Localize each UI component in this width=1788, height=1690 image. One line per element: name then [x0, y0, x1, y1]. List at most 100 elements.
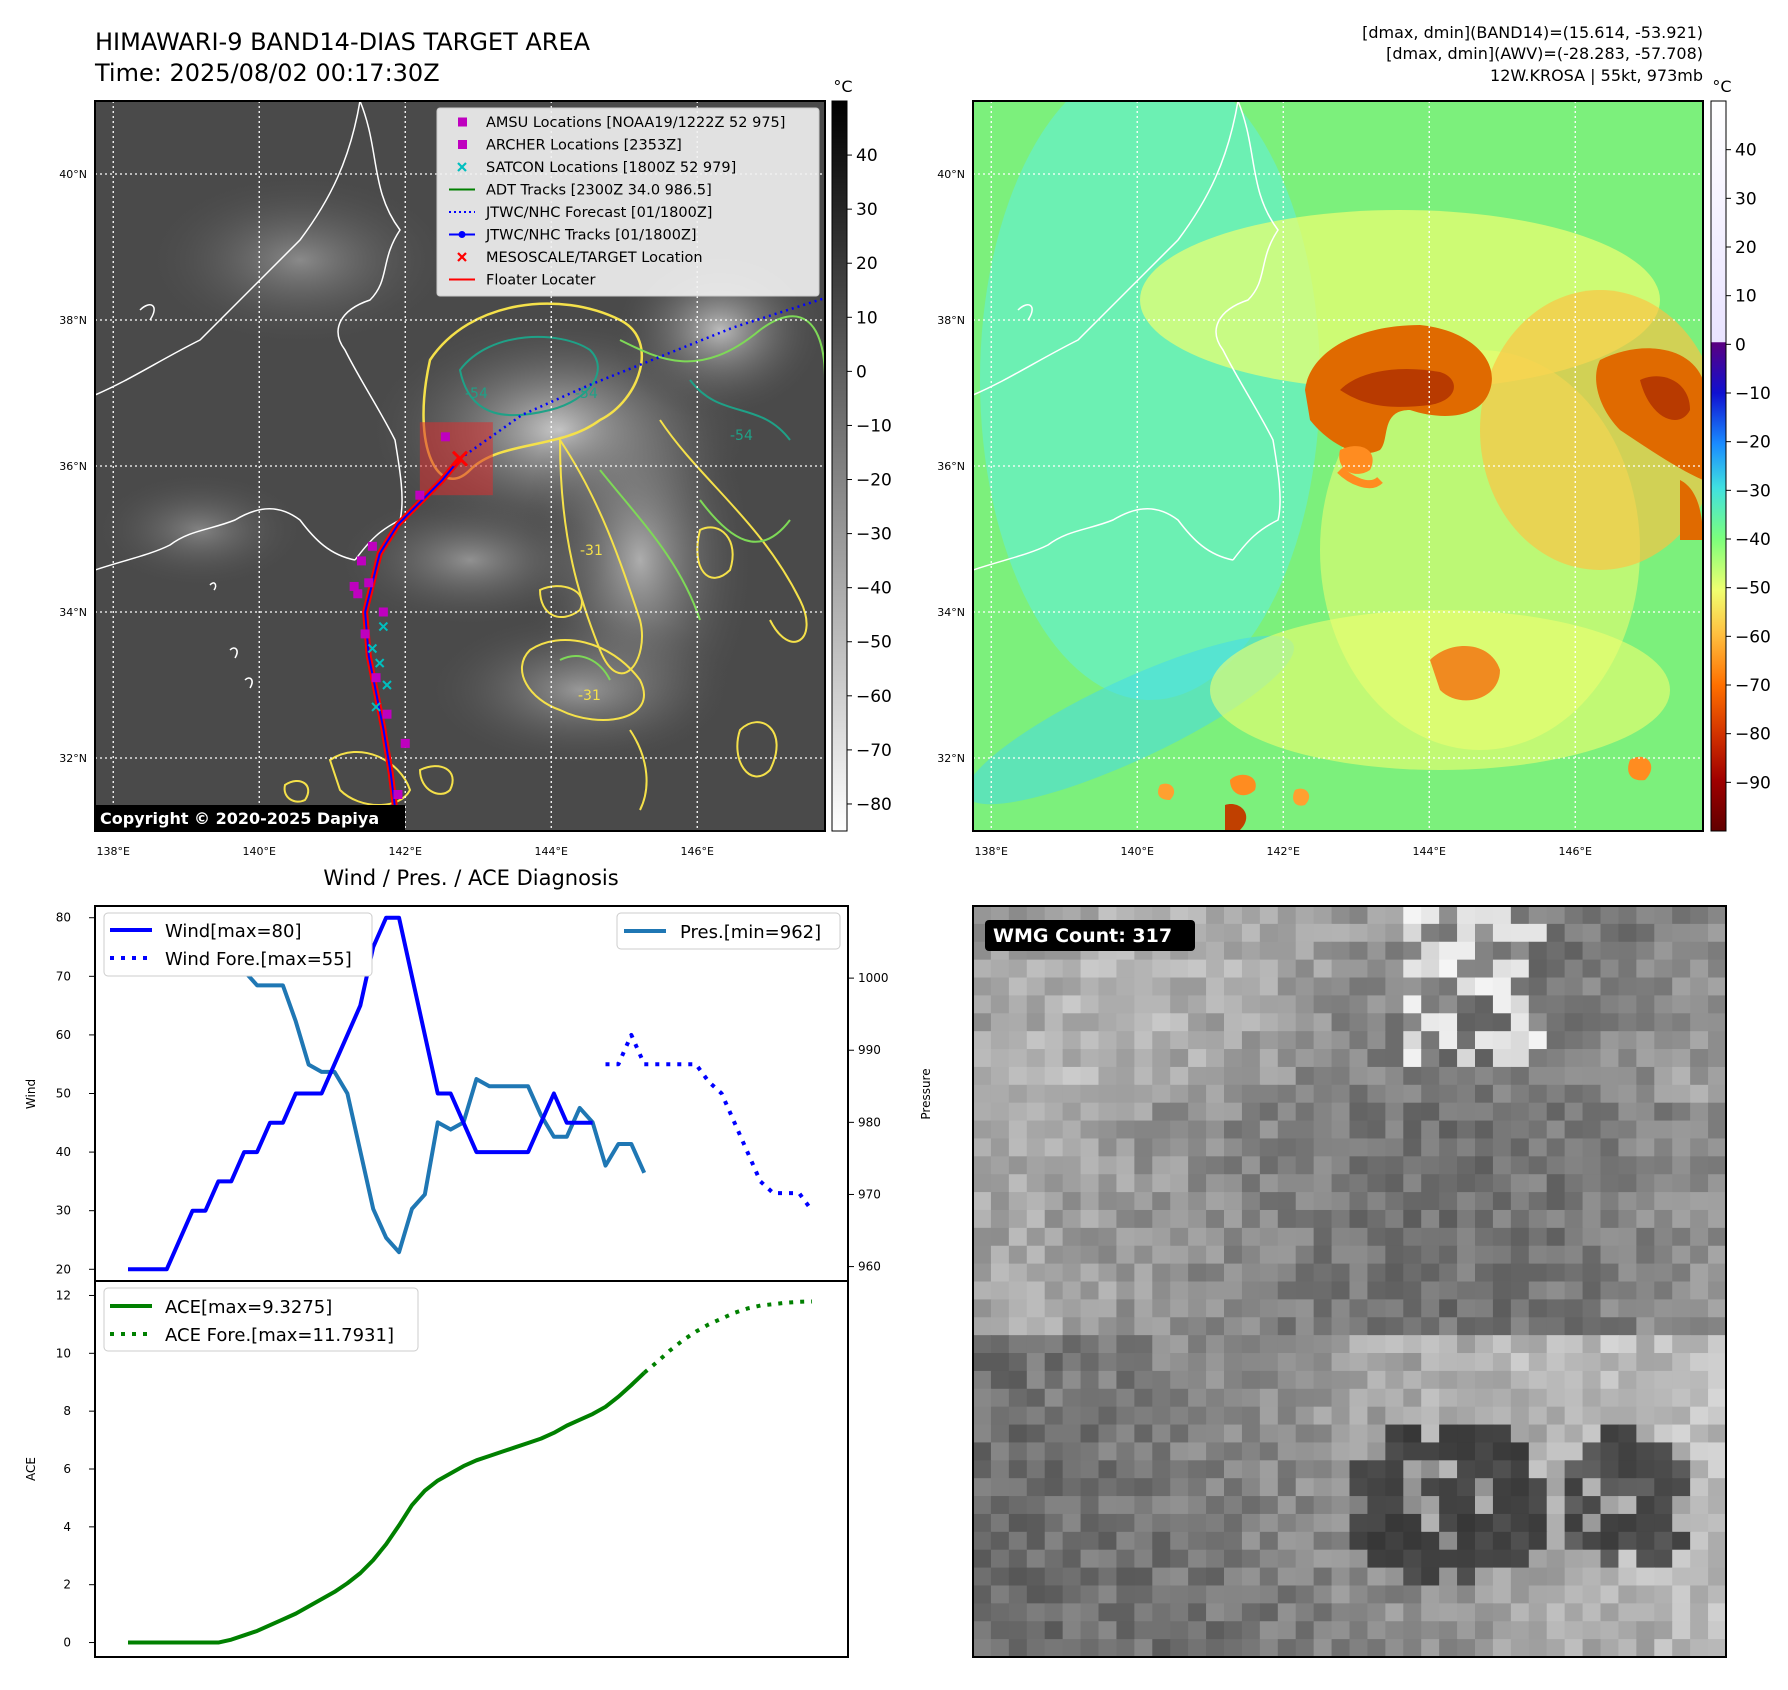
colorbar-tick-label: −40: [856, 579, 892, 599]
ace-axis-ticks: 0 2 4 6 8 10 12: [56, 1288, 95, 1650]
legend-label: SATCON Locations [1800Z 52 979]: [486, 160, 736, 176]
satcon-marker: [382, 680, 392, 690]
y-tick-label: 1000: [858, 971, 889, 985]
info-awv: [dmax, dmin](AWV)=(-28.283, -57.708): [1386, 44, 1703, 63]
legend-label: Floater Locater: [486, 273, 595, 289]
y-tick-label: 2: [63, 1578, 71, 1592]
colorbar-tick-label: 20: [1735, 238, 1757, 258]
y-tick-label: 4: [63, 1520, 71, 1534]
lat-tick-label: 40°N: [937, 168, 965, 181]
colorbar-tick-label: −50: [1735, 579, 1771, 599]
grayscale-colorbar: °C 40 30 20 10 0 −10 −20 −30 −40 −50 −60 −70 −80: [831, 77, 892, 832]
pressure-axis-label: Pressure: [919, 1068, 933, 1119]
lon-tick-label: 140°E: [1121, 845, 1154, 858]
copyright-text: Copyright © 2020-2025 Dapiya: [100, 809, 379, 828]
wind-forecast-legend-label: Wind Fore.[max=55]: [165, 949, 352, 970]
map-legend: AMSU Locations [NOAA19/1222Z 52 975] ARCH…: [436, 107, 820, 297]
lon-tick-label: 144°E: [535, 845, 568, 858]
ace-legend-box: [103, 1287, 419, 1352]
y-tick-label: 20: [56, 1262, 71, 1276]
lat-tick-label: 36°N: [937, 460, 965, 473]
colorbar-tick-label: −50: [856, 633, 892, 653]
amsu-marker: [367, 541, 377, 551]
legend-label: MESOSCALE/TARGET Location: [486, 250, 703, 266]
pressure-legend: Pres.[min=962]: [616, 912, 841, 950]
amsu-marker: [415, 490, 425, 500]
svg-text:-31: -31: [580, 543, 603, 559]
legend-box: [436, 107, 820, 297]
amsu-marker: [360, 629, 370, 639]
colorbar-tick-label: −40: [1735, 530, 1771, 550]
ace-forecast-legend-label: ACE Fore.[max=11.7931]: [165, 1325, 394, 1346]
y-tick-label: 10: [56, 1346, 71, 1360]
legend-label: JTWC/NHC Tracks [01/1800Z]: [485, 228, 697, 244]
y-tick-label: 980: [858, 1115, 881, 1129]
y-tick-label: 70: [56, 969, 71, 983]
amsu-markers: [349, 432, 450, 799]
y-tick-label: 990: [858, 1043, 881, 1057]
legend-label: AMSU Locations [NOAA19/1222Z 52 975]: [486, 115, 785, 131]
storm-center-marker: [451, 450, 469, 467]
colorbar-tick-label: 20: [856, 254, 878, 274]
svg-text:-31: -31: [578, 688, 601, 704]
lon-tick-label: 142°E: [1267, 845, 1300, 858]
colorbar-tick-label: 0: [1735, 335, 1746, 355]
awv-vapor-texture: [973, 101, 1703, 830]
y-tick-label: 60: [56, 1028, 71, 1042]
lat-tick-label: 38°N: [937, 314, 965, 327]
figure-time: Time: 2025/08/02 00:17:30Z: [94, 59, 440, 87]
awv-colorbar-bar: [1710, 100, 1727, 832]
wmg-count-label: WMG Count: 317: [993, 925, 1172, 947]
lat-tick-label: 38°N: [59, 314, 87, 327]
colorbar-tick-label: −20: [856, 471, 892, 491]
lon-tick-label: 140°E: [243, 845, 276, 858]
legend-marker: [457, 252, 467, 262]
satcon-marker: [378, 621, 389, 632]
awv-map-frame: [972, 100, 1704, 832]
wind-axis-label: Wind: [24, 1079, 38, 1109]
ace-legend-label: ACE[max=9.3275]: [165, 1297, 332, 1318]
pressure-legend-label: Pres.[min=962]: [680, 922, 821, 943]
grayscale-colorbar-bar: [831, 100, 848, 832]
amsu-marker: [349, 581, 359, 591]
amsu-marker: [364, 578, 374, 588]
y-tick-label: 960: [858, 1260, 881, 1274]
figure-title: HIMAWARI-9 BAND14-DIAS TARGET AREA: [95, 28, 591, 56]
ir-axis-labels: 40°N 38°N 36°N 34°N 32°N 138°E 140°E 142°E 144°E…: [59, 168, 714, 858]
awv-colorbar: °C 40 30 20 10 0 −10 −20 −30 −40 −50 −60 −70 −80 −90: [1710, 77, 1771, 832]
wind-axis-ticks: 20 30 40 50 60 70 80: [56, 911, 95, 1276]
lat-tick-label: 34°N: [59, 606, 87, 619]
wmg-frame: [972, 905, 1727, 1658]
grayscale-colorbar-unit: °C: [833, 77, 852, 96]
colorbar-tick-label: −10: [856, 416, 892, 436]
amsu-marker: [371, 673, 381, 683]
colorbar-tick-label: 30: [1735, 189, 1757, 209]
wmg-pixel-grid: [973, 906, 1726, 1657]
info-band14: [dmax, dmin](BAND14)=(15.614, -53.921): [1362, 23, 1703, 42]
ace-legend: ACE[max=9.3275] ACE Fore.[max=11.7931]: [103, 1287, 419, 1352]
y-tick-label: 0: [63, 1636, 71, 1650]
svg-text:-54: -54: [465, 386, 488, 402]
amsu-marker: [382, 709, 392, 719]
target-center-x: [451, 450, 469, 467]
legend-marker: [458, 140, 467, 149]
colorbar-tick-label: −60: [856, 687, 892, 707]
y-tick-label: 8: [63, 1404, 71, 1418]
lat-tick-label: 40°N: [59, 168, 87, 181]
colorbar-tick-label: −30: [1735, 481, 1771, 501]
awv-map-panel: 40°N 38°N 36°N 34°N 32°N 138°E 140°E 142°E 144°E…: [937, 100, 1704, 858]
colorbar-tick-label: −20: [1735, 433, 1771, 453]
amsu-marker: [393, 790, 403, 799]
amsu-marker: [353, 589, 363, 599]
lon-tick-label: 146°E: [1559, 845, 1592, 858]
legend-label: ADT Tracks [2300Z 34.0 986.5]: [486, 183, 712, 199]
lat-tick-label: 32°N: [59, 752, 87, 765]
wind-forecast-series-line: [605, 1032, 814, 1212]
wind-legend: Wind[max=80] Wind Fore.[max=55]: [103, 912, 373, 977]
awv-colorbar-unit: °C: [1712, 77, 1731, 96]
awv-axis-labels: 40°N 38°N 36°N 34°N 32°N 138°E 140°E 142°E 144°E…: [937, 168, 1592, 858]
ir-map-panel: -54 -54 -54 -31 -31 40°N38°N36°N34°N3: [59, 100, 826, 858]
ace-axis-label: ACE: [24, 1457, 38, 1481]
colorbar-tick-label: 40: [1735, 141, 1757, 161]
